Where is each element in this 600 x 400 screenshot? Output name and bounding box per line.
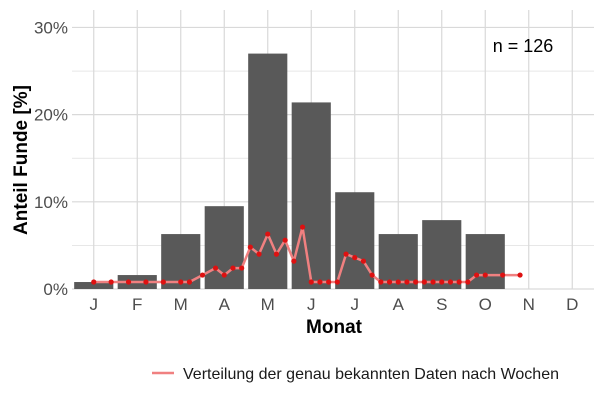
bar-9 bbox=[422, 220, 462, 289]
weekly-point-41 bbox=[500, 272, 506, 278]
weekly-point-10 bbox=[221, 272, 227, 278]
weekly-point-37 bbox=[456, 279, 462, 285]
weekly-point-42 bbox=[517, 272, 523, 278]
weekly-point-26 bbox=[360, 258, 367, 264]
x-axis-title: Monat bbox=[306, 317, 363, 338]
x-tick-label: D bbox=[566, 295, 578, 314]
weekly-point-16 bbox=[273, 251, 280, 257]
weekly-point-22 bbox=[326, 279, 332, 285]
weekly-point-24 bbox=[343, 251, 349, 257]
bar-10 bbox=[465, 234, 505, 289]
weekly-point-32 bbox=[413, 279, 419, 285]
x-tick-label: O bbox=[479, 295, 492, 314]
weekly-point-4 bbox=[143, 279, 149, 285]
bar-1 bbox=[74, 282, 114, 289]
x-tick-label: A bbox=[219, 295, 231, 314]
y-tick-label: 20% bbox=[34, 106, 68, 125]
y-tick-label: 0% bbox=[43, 280, 68, 299]
y-tick-labels: 0% 10% 20% 30% bbox=[34, 18, 68, 299]
weekly-point-34 bbox=[430, 279, 436, 285]
bar-7 bbox=[335, 192, 375, 289]
y-tick-label: 30% bbox=[34, 18, 68, 37]
x-tick-label: N bbox=[523, 295, 535, 314]
weekly-point-40 bbox=[482, 272, 488, 278]
weekly-point-2 bbox=[108, 279, 114, 285]
weekly-point-27 bbox=[369, 272, 375, 278]
weekly-point-13 bbox=[247, 244, 253, 250]
weekly-point-23 bbox=[334, 279, 340, 285]
weekly-point-9 bbox=[212, 265, 219, 271]
x-tick-label: J bbox=[307, 295, 316, 314]
weekly-point-30 bbox=[395, 279, 401, 285]
x-tick-label: J bbox=[351, 295, 360, 314]
x-tick-label: S bbox=[436, 295, 447, 314]
weekly-point-21 bbox=[317, 279, 323, 285]
legend-label: Verteilung der genau bekannten Daten nac… bbox=[183, 366, 559, 383]
weekly-point-38 bbox=[465, 279, 471, 285]
weekly-point-35 bbox=[439, 279, 445, 285]
weekly-point-36 bbox=[447, 279, 454, 285]
weekly-point-28 bbox=[378, 279, 384, 285]
bar-6 bbox=[291, 102, 331, 289]
weekly-point-19 bbox=[299, 224, 306, 230]
bar-5 bbox=[248, 53, 288, 289]
weekly-point-31 bbox=[404, 279, 410, 285]
weekly-point-15 bbox=[265, 231, 271, 237]
weekly-point-29 bbox=[386, 279, 393, 285]
x-tick-label: F bbox=[132, 295, 142, 314]
weekly-point-11 bbox=[230, 265, 236, 271]
weekly-point-17 bbox=[282, 237, 288, 243]
weekly-point-12 bbox=[239, 265, 245, 271]
weekly-point-3 bbox=[125, 279, 132, 285]
weekly-point-14 bbox=[256, 251, 262, 257]
weekly-point-5 bbox=[160, 279, 166, 285]
weekly-points bbox=[91, 224, 523, 285]
weekly-point-18 bbox=[291, 258, 297, 264]
weekly-point-25 bbox=[352, 255, 358, 261]
x-tick-label: M bbox=[261, 295, 275, 314]
weekly-point-7 bbox=[186, 279, 193, 285]
y-axis-title: Anteil Funde [%] bbox=[11, 85, 32, 235]
weekly-point-8 bbox=[199, 272, 206, 278]
weekly-point-33 bbox=[421, 279, 427, 285]
x-tick-label: A bbox=[393, 295, 405, 314]
legend: Verteilung der genau bekannten Daten nac… bbox=[152, 366, 559, 383]
x-tick-label: M bbox=[174, 295, 188, 314]
y-tick-label: 10% bbox=[34, 193, 68, 212]
weekly-point-1 bbox=[91, 279, 97, 285]
x-tick-label: J bbox=[90, 295, 99, 314]
weekly-point-39 bbox=[473, 272, 480, 278]
annotation-n: n = 126 bbox=[493, 36, 554, 56]
weekly-point-20 bbox=[308, 279, 314, 285]
weekly-point-6 bbox=[178, 279, 184, 285]
